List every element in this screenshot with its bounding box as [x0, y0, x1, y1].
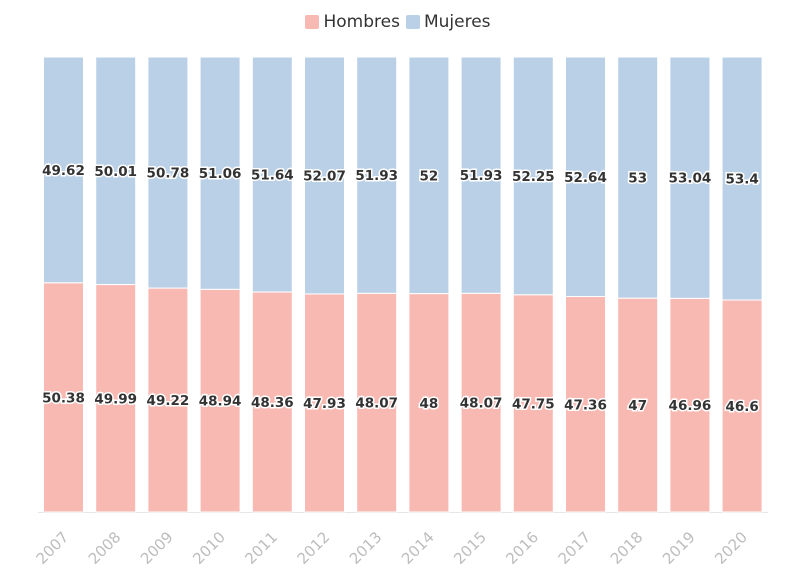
x-tick-label-2019: 2019	[659, 528, 699, 568]
bar-hombres-2016[interactable]	[512, 294, 554, 513]
data-label-mujeres-2007: 49.62	[42, 163, 85, 179]
legend-item-hombres[interactable]: Hombres	[305, 12, 400, 32]
x-tick-label-2012: 2012	[294, 528, 334, 568]
legend-swatch-hombres	[305, 15, 320, 29]
data-label-hombres-2016: 47.75	[512, 396, 555, 412]
bar-mujeres-2012[interactable]	[304, 56, 345, 295]
legend-label-mujeres: Mujeres	[423, 12, 491, 32]
bar-mujeres-2014[interactable]	[408, 56, 450, 295]
data-label-mujeres-2011: 51.64	[251, 167, 294, 183]
bar-hombres-2013[interactable]	[356, 292, 398, 513]
x-tick-label-2010: 2010	[189, 528, 229, 568]
data-label-mujeres-2012: 52.07	[303, 168, 346, 184]
bar-hombres-2012[interactable]	[304, 293, 345, 513]
bar-hombres-2014[interactable]	[408, 293, 450, 513]
data-label-hombres-2009: 49.22	[147, 393, 190, 409]
x-tick-label-2015: 2015	[450, 528, 490, 568]
bar-mujeres-2018[interactable]	[617, 56, 659, 299]
bar-hombres-2018[interactable]	[617, 297, 659, 513]
bar-hombres-2015[interactable]	[460, 292, 502, 513]
data-label-mujeres-2017: 52.64	[564, 170, 607, 186]
data-labels: 50.38 49.62 49.99 50.01 49.22 50.78 48.94 51.06…	[41, 161, 761, 416]
data-label-hombres-2012: 47.93	[303, 396, 346, 412]
x-tick-label-2009: 2009	[137, 528, 177, 568]
data-label-hombres-2014: 48	[420, 396, 439, 412]
legend-swatch-mujeres	[405, 15, 420, 29]
x-tick-label-2008: 2008	[85, 528, 125, 568]
x-tick-label-2020: 2020	[711, 528, 751, 568]
x-tick-label-2018: 2018	[607, 528, 647, 568]
data-label-mujeres-2020: 53.4	[725, 171, 758, 187]
data-label-mujeres-2014: 52	[420, 168, 439, 184]
data-label-mujeres-2015: 51.93	[460, 168, 503, 184]
data-label-hombres-2007: 50.38	[42, 390, 85, 406]
data-label-hombres-2020: 46.6	[725, 399, 758, 415]
data-label-hombres-2010: 48.94	[199, 394, 242, 410]
bar-mujeres-2016[interactable]	[512, 56, 554, 296]
data-label-mujeres-2016: 52.25	[512, 169, 555, 185]
legend-item-mujeres[interactable]: Mujeres	[405, 12, 491, 32]
data-label-hombres-2017: 47.36	[564, 397, 607, 413]
data-label-mujeres-2009: 50.78	[147, 166, 190, 182]
data-label-mujeres-2013: 51.93	[355, 168, 398, 184]
data-label-hombres-2018: 47	[628, 398, 647, 414]
bar-mujeres-2008[interactable]	[95, 56, 137, 286]
x-tick-label-2011: 2011	[241, 528, 281, 568]
legend-label-hombres: Hombres	[323, 12, 400, 32]
bar-hombres-2011[interactable]	[251, 291, 293, 513]
x-tick-label-2013: 2013	[346, 528, 386, 568]
bar-mujeres-2017[interactable]	[565, 56, 606, 298]
legend: Hombres Mujeres	[0, 12, 796, 32]
data-label-mujeres-2018: 53	[628, 171, 647, 187]
data-label-hombres-2015: 48.07	[460, 396, 503, 412]
bar-hombres-2007[interactable]	[43, 282, 84, 513]
data-label-mujeres-2008: 50.01	[94, 164, 137, 180]
bar-mujeres-2019[interactable]	[669, 56, 711, 299]
data-label-mujeres-2019: 53.04	[669, 171, 712, 187]
data-label-hombres-2019: 46.96	[669, 398, 712, 414]
x-tick-label-2017: 2017	[555, 528, 595, 568]
bar-hombres-2009[interactable]	[147, 287, 189, 513]
bar-mujeres-2015[interactable]	[460, 56, 502, 294]
bar-mujeres-2020[interactable]	[721, 56, 763, 301]
data-label-hombres-2013: 48.07	[355, 396, 398, 412]
data-label-mujeres-2010: 51.06	[199, 166, 242, 182]
bar-mujeres-2007[interactable]	[43, 56, 84, 284]
bar-mujeres-2013[interactable]	[356, 56, 398, 294]
bar-mujeres-2011[interactable]	[251, 56, 293, 293]
bar-hombres-2017[interactable]	[565, 296, 606, 513]
bar-hombres-2010[interactable]	[199, 288, 241, 513]
bar-hombres-2020[interactable]	[721, 299, 763, 513]
x-tick-label-2007: 2007	[33, 528, 73, 568]
x-tick-label-2016: 2016	[502, 528, 542, 568]
bar-mujeres-2010[interactable]	[199, 56, 241, 290]
bar-mujeres-2009[interactable]	[147, 56, 189, 289]
x-tick-label-2014: 2014	[398, 528, 438, 568]
data-label-hombres-2008: 49.99	[94, 391, 137, 407]
data-label-hombres-2011: 48.36	[251, 395, 294, 411]
